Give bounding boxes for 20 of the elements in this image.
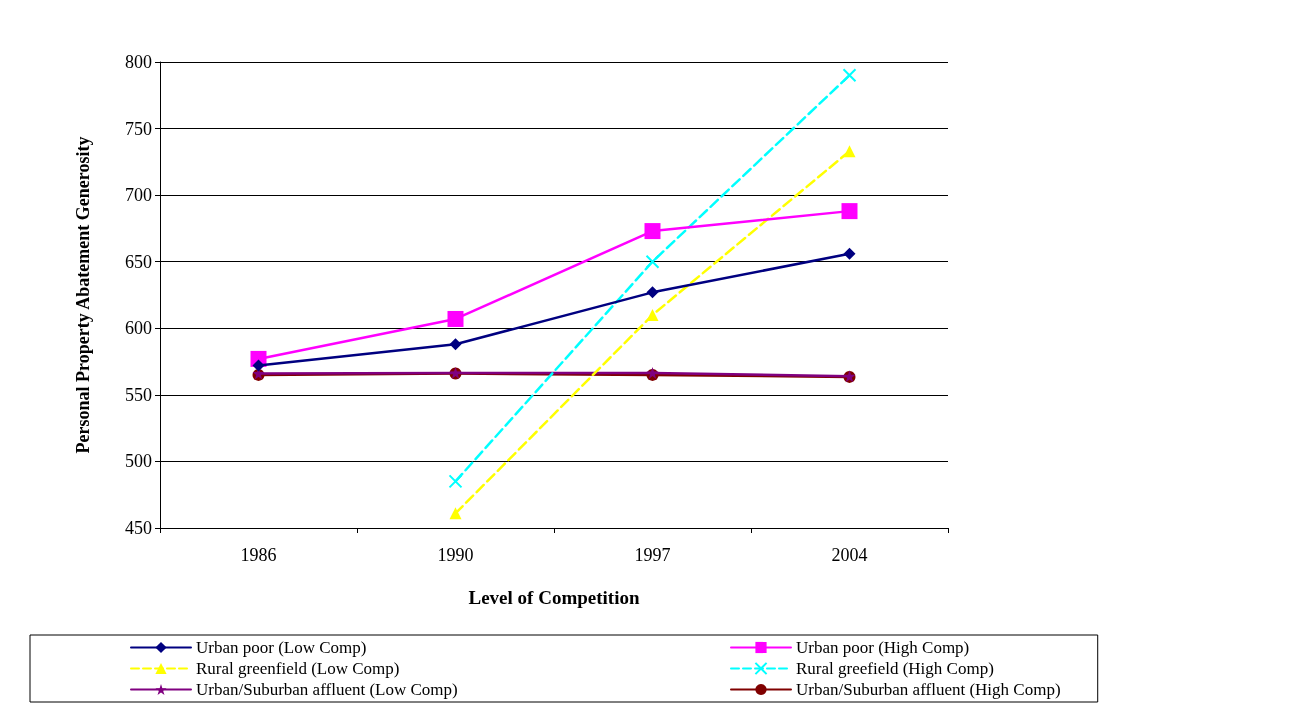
legend-label: Rural greefield (High Comp) bbox=[796, 659, 994, 678]
y-axis-title: Personal Property Abatement Generosity bbox=[73, 136, 93, 454]
x-tick-label: 1986 bbox=[240, 545, 277, 565]
y-tick-label: 450 bbox=[125, 518, 152, 538]
legend-label: Urban poor (High Comp) bbox=[796, 638, 970, 657]
x-tick-label: 1990 bbox=[437, 545, 474, 565]
y-tick-label: 800 bbox=[125, 52, 152, 72]
legend-label: Urban/Suburban affluent (High Comp) bbox=[796, 680, 1061, 699]
legend-label: Rural greenfield (Low Comp) bbox=[196, 659, 400, 678]
y-tick-label: 600 bbox=[125, 318, 152, 339]
x-axis-title: Level of Competition bbox=[468, 587, 640, 608]
y-tick-label: 550 bbox=[125, 384, 152, 405]
y-tick-label: 700 bbox=[125, 185, 152, 206]
x-tick-label: 1997 bbox=[634, 545, 671, 565]
y-tick-label: 500 bbox=[125, 451, 152, 472]
y-tick-label: 750 bbox=[125, 118, 152, 139]
legend-label: Urban/Suburban affluent (Low Comp) bbox=[196, 680, 458, 699]
y-tick-label: 650 bbox=[125, 251, 152, 272]
x-tick-label: 2004 bbox=[831, 545, 868, 565]
legend-label: Urban poor (Low Comp) bbox=[196, 638, 367, 657]
